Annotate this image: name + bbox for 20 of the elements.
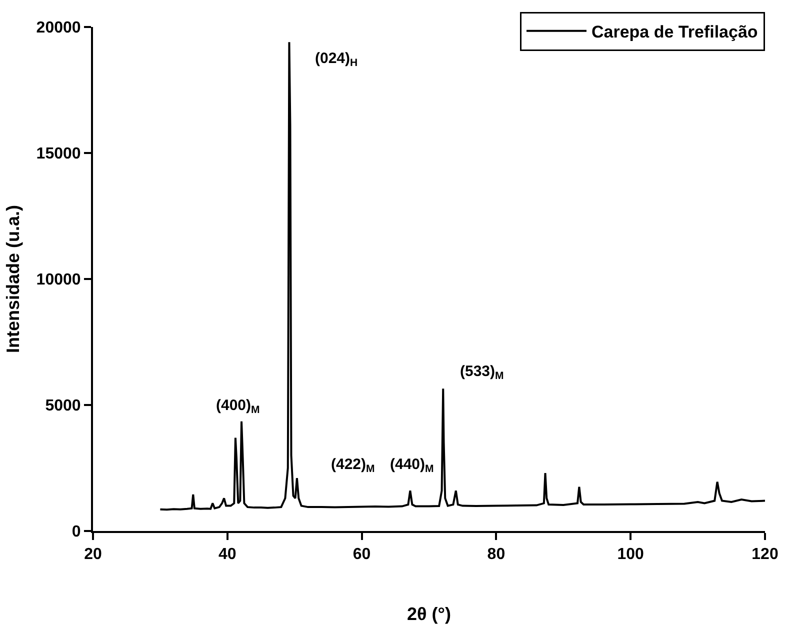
annotation: (422)$_{M}$ — [331, 456, 376, 476]
y-tick-label: 0 — [72, 524, 81, 541]
annotation: (440)$_{M}$ — [390, 456, 434, 476]
x-tick-label: 120 — [752, 546, 778, 564]
x-tick-label: 100 — [617, 546, 644, 564]
x-tick-label: 80 — [487, 546, 506, 564]
annotation: (400)$_{M}$ — [216, 397, 260, 416]
y-tick-label: 20000 — [36, 20, 81, 37]
x-tick-label: 60 — [352, 546, 371, 564]
y-tick-label: 5000 — [45, 398, 81, 415]
x-tick-label: 20 — [84, 546, 102, 564]
line-series — [159, 41, 765, 511]
annotation: (024)$_{H}$ — [315, 50, 358, 70]
annotation: (533)$_{M}$ — [460, 363, 504, 382]
x-tick-label: 40 — [218, 546, 236, 564]
x-axis-title: 2θ (°) — [407, 604, 451, 624]
legend-label: Carepa de Trefilação — [592, 22, 758, 42]
y-tick-label: 15000 — [36, 146, 81, 163]
y-axis-title: Intensidade (u.a.) — [3, 204, 23, 354]
y-tick-label: 10000 — [36, 272, 81, 289]
